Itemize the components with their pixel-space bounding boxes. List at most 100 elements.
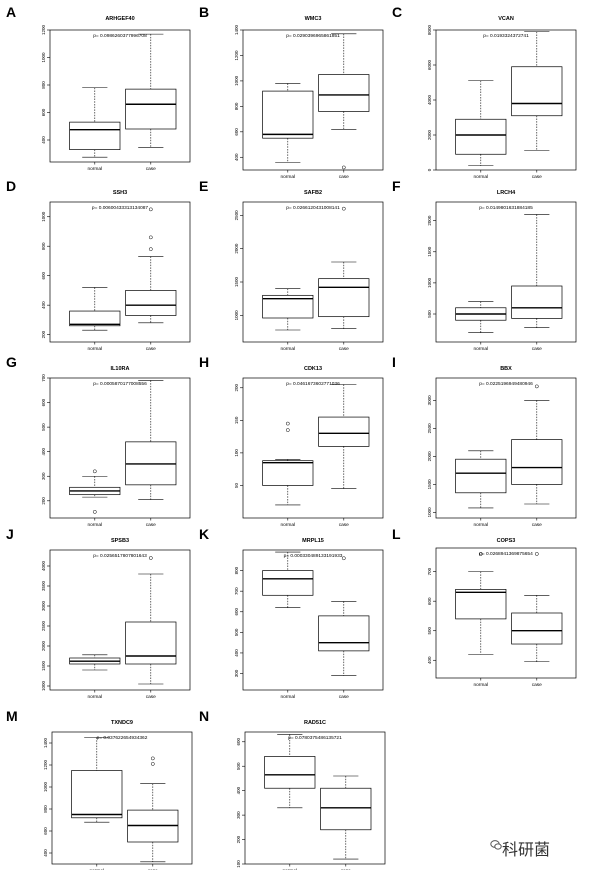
y-tick-label: 300 [234,669,239,677]
boxplot-lrch4: LRCH4 p= 0.0149801631884185 500 1000 1500 200… [427,190,577,352]
box-normal [262,551,314,608]
y-tick-label: 800 [234,566,239,574]
y-tick-label: 1500 [234,276,239,287]
p-value-label: p= 0.00600433313134087 [92,205,148,211]
y-tick-label: 700 [234,587,239,595]
x-tick-label: case [532,683,542,688]
y-tick-label: 700 [427,567,432,575]
y-tick-label: 3000 [41,600,46,611]
box-normal [71,737,123,823]
y-tick-label: 150 [234,416,239,424]
y-tick-label: 300 [41,472,46,480]
y-tick-label: 2000 [41,640,46,651]
chart-title: COPS3 [497,538,516,544]
box-normal [455,301,507,333]
x-tick-label: case [339,523,349,528]
x-tick-label: normal [87,346,102,352]
y-tick-label: 500 [427,626,432,634]
y-tick-label: 500 [41,423,46,431]
plot-frame [51,731,193,865]
x-tick-label: normal [280,346,295,352]
outlier-point [341,556,346,561]
panel-b: B WMC3 p= 0.0290396965861851 400 600 800 1000 1… [199,4,395,180]
iqr-box [318,416,370,447]
outlier-point [148,247,153,252]
y-tick-label: 600 [236,738,241,746]
iqr-box [455,458,507,494]
p-value-label: p= 0.000330489133191933 [284,553,343,559]
y-tick-label: 2000 [427,129,432,140]
x-tick-label: normal [280,174,295,180]
y-tick-label: 800 [43,805,48,813]
chart-title: IL10RA [111,366,130,372]
p-value-label: p= 0.0225196949480946 [479,381,533,387]
boxplot-mrpl15: MRPL15 p= 0.000330489133191933 300 400 500 60… [234,538,384,700]
y-tick-label: 400 [234,153,239,161]
chart-title: SPSB3 [111,538,129,544]
plot-frame [242,29,384,171]
y-tick-label: 600 [234,128,239,136]
outlier-point [341,206,346,211]
iqr-box [262,570,314,596]
y-tick-label: 4000 [427,94,432,105]
box-case [318,206,370,329]
p-value-label: p= 0.0986260377996708 [93,33,147,39]
panel-d: D SSH3 p= 0.00600433313134087 200 400 600 800 1… [6,178,202,357]
box-normal [69,87,121,158]
plot-frame [242,201,384,343]
box-normal [455,552,507,655]
box-normal [264,734,316,809]
outlier-point [534,552,539,556]
boxplot-safb2: SAFB2 p= 0.0266120431008141 1000 1500 2000 25… [234,190,384,352]
panel-letter: G [6,354,17,370]
y-tick-label: 400 [43,849,48,857]
plot-frame [435,547,577,679]
outlier-point [148,235,153,240]
boxplot-wmc3: WMC3 p= 0.0290396965861851 400 600 800 1000 12… [234,16,384,180]
p-value-label: p= 0.0005870177008556 [93,381,147,387]
x-tick-label: case [532,347,542,352]
outlier-point [148,556,153,560]
y-tick-label: 500 [427,310,432,318]
p-value-label: p= 0.0780375486135721 [288,735,342,741]
x-tick-label: normal [280,694,295,700]
x-tick-label: normal [282,868,297,870]
y-tick-label: 2000 [427,451,432,462]
p-value-label: p= 0.0256517807801643 [93,553,147,559]
chart-title: MRPL15 [302,538,324,544]
y-tick-label: 2000 [234,243,239,254]
outlier-point [285,428,290,432]
y-tick-label: 100 [236,860,241,868]
chart-title: SSH3 [113,190,127,196]
x-tick-label: case [339,175,349,180]
y-tick-label: 500 [234,628,239,636]
outlier-point [92,510,97,514]
p-value-label: p= 0.0193324372741 [483,33,529,39]
box-case [125,207,177,324]
outlier-point [148,207,153,212]
plot-frame [49,201,191,343]
box-normal [455,80,507,166]
y-tick-label: 1000 [41,52,46,63]
plot-frame [242,549,384,691]
y-tick-label: 8000 [427,24,432,35]
iqr-box [262,294,314,319]
panel-letter: F [392,178,401,194]
panel-letter: K [199,526,210,542]
plot-frame [49,29,191,163]
watermark-text: 科研菌 [502,840,551,859]
box-case [511,552,563,663]
y-tick-label: 1000 [41,680,46,691]
box-case [320,775,372,860]
panel-i: I BBX p= 0.0225196949480946 1000 1500 2000 250… [392,354,588,528]
panel-letter: J [6,526,14,542]
y-tick-label: 1500 [427,246,432,257]
x-tick-label: case [146,167,156,172]
panel-n: N RAD51C p= 0.0780375486135721 100 200 300 400… [199,708,395,870]
iqr-box [262,460,314,486]
boxplot-ssh3: SSH3 p= 0.00600433313134087 200 400 600 800 10… [41,190,191,352]
panel-a: A ARHGEF40 p= 0.0986260377996708 400 600 800 1… [6,4,202,178]
box-case [511,31,563,152]
p-value-label: p= 0.0149801631884185 [479,205,533,211]
box-normal [455,450,507,509]
